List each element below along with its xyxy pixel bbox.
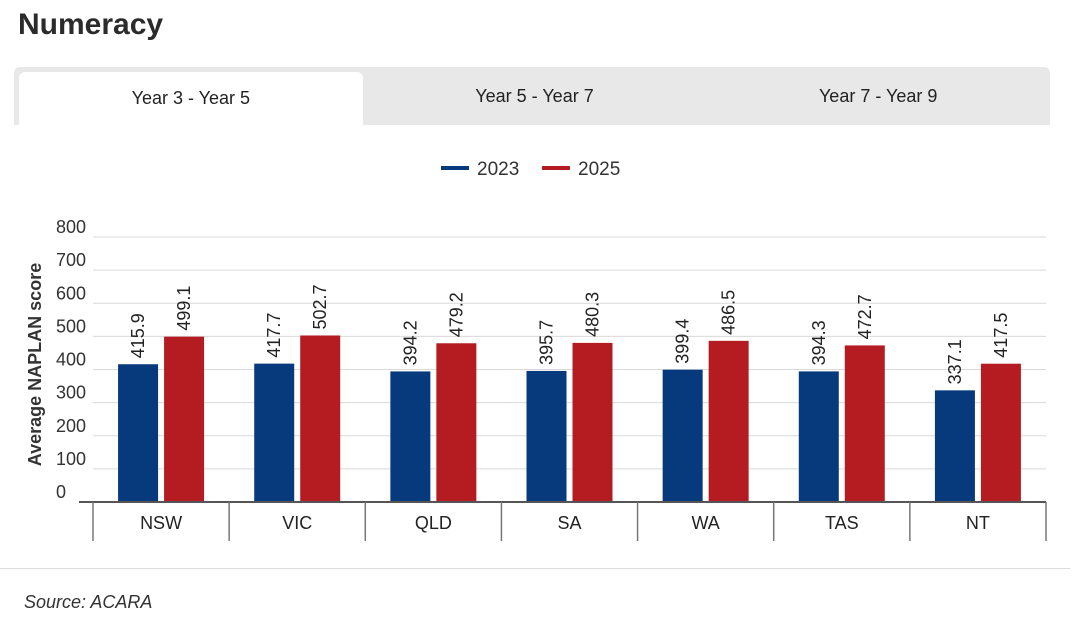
tab-bar: Year 3 - Year 5 Year 5 - Year 7 Year 7 -… [14,67,1050,125]
data-label: 502.7 [310,284,330,329]
bar [708,340,749,502]
x-tick-label: TAS [825,513,859,533]
y-tick-label: 700 [56,250,86,270]
data-label: 486.5 [719,290,739,335]
y-tick-label: 400 [56,350,86,370]
legend-label: 2023 [477,159,519,180]
x-tick-label: SA [557,513,581,533]
bar [436,343,477,502]
bar [934,390,975,502]
data-label: 337.1 [945,339,965,384]
legend-label: 2025 [578,159,620,180]
y-tick-label: 300 [56,383,86,403]
bar [526,370,567,502]
data-label: 479.2 [446,292,466,337]
bar [164,336,205,502]
bar [980,363,1021,502]
source-note: Source: ACARA [24,592,153,612]
x-tick-label: WA [691,513,719,533]
x-tick-label: VIC [282,513,312,533]
divider [0,568,1070,569]
y-tick-label: 500 [56,316,86,336]
data-label: 394.2 [400,320,420,365]
data-label: 417.5 [991,313,1011,358]
y-tick-label: 0 [56,482,66,502]
y-axis-label: Average NAPLAN score [25,263,45,466]
data-label: 480.3 [583,292,603,337]
data-label: 415.9 [128,313,148,358]
data-label: 417.7 [264,313,284,358]
bar [798,371,839,502]
bar [844,345,885,502]
y-tick-label: 200 [56,416,86,436]
bar-chart: 0 100 200 300 400 500 600 700 800 Average NAPLAN … [25,159,1047,541]
y-tick-label: 600 [56,283,86,303]
bar [254,363,295,502]
chart-area: 0 100 200 300 400 500 600 700 800 Average NAPLAN … [0,140,1080,550]
bar [662,369,703,502]
x-tick-label: NT [966,513,990,533]
tab-year3-year5[interactable]: Year 3 - Year 5 [19,72,363,125]
data-label: 395.7 [537,320,557,365]
data-label: 394.3 [809,320,829,365]
data-label: 399.4 [673,319,693,364]
data-label: 472.7 [855,294,875,339]
tab-year5-year7[interactable]: Year 5 - Year 7 [475,85,594,106]
y-tick-label: 800 [56,217,86,237]
bar [390,371,431,502]
x-tick-label: NSW [140,513,182,533]
x-tick-label: QLD [415,513,452,533]
bar [300,335,341,502]
bar [118,364,159,502]
tab-year7-year9[interactable]: Year 7 - Year 9 [818,85,938,106]
data-label: 499.1 [174,286,194,331]
y-tick-label: 100 [56,449,86,469]
page-title: Numeracy [18,8,164,41]
bar [572,342,613,502]
